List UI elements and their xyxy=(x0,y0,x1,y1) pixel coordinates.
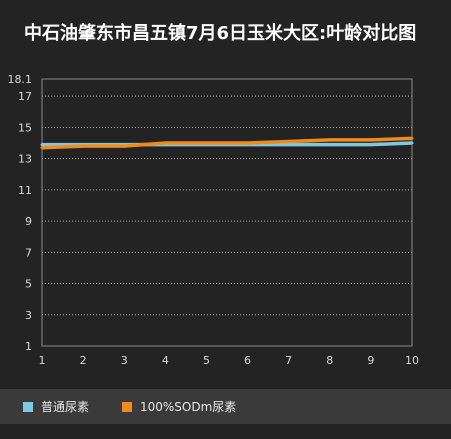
legend-item-series-2[interactable]: 100%SODm尿素 xyxy=(122,389,236,424)
series-2-point[interactable] xyxy=(410,136,414,140)
x-tick-label: 5 xyxy=(203,354,210,367)
x-tick-label: 6 xyxy=(244,354,251,367)
plot-area-border xyxy=(41,78,413,347)
series-2-point[interactable] xyxy=(81,144,85,148)
legend-label-series-1: 普通尿素 xyxy=(41,400,90,414)
series-2-point[interactable] xyxy=(122,144,126,148)
series-1-point[interactable] xyxy=(40,143,44,147)
legend-item-series-1[interactable]: 普通尿素 xyxy=(23,389,89,424)
bottom-strip xyxy=(0,424,451,439)
y-tick-label: 17 xyxy=(18,90,32,103)
y-tick-label: 13 xyxy=(18,153,32,166)
series-1-point[interactable] xyxy=(328,143,332,147)
legend-label-series-2: 100%SODm尿素 xyxy=(140,400,237,414)
y-tick-label: 18.1 xyxy=(8,73,33,86)
x-tick-label: 3 xyxy=(121,354,128,367)
x-tick-label: 10 xyxy=(405,354,419,367)
series-line-2 xyxy=(41,136,413,150)
series-2-point[interactable] xyxy=(369,138,373,142)
y-tick-label: 11 xyxy=(18,184,32,197)
series-2-point[interactable] xyxy=(287,139,291,143)
chart-title: 中石油肇东市昌五镇7月6日玉米大区:叶龄对比图 xyxy=(24,23,417,44)
y-tick-label: 1 xyxy=(25,340,32,353)
y-tick-label: 7 xyxy=(25,246,32,259)
series-2-point[interactable] xyxy=(246,141,250,145)
x-tick-label: 2 xyxy=(80,354,87,367)
series-layer xyxy=(40,136,414,150)
series-2-point[interactable] xyxy=(40,146,44,150)
x-tick-label: 4 xyxy=(162,354,169,367)
x-tick-label: 1 xyxy=(39,354,46,367)
x-tick-label: 9 xyxy=(367,354,374,367)
grid-layer xyxy=(42,95,412,316)
series-2-point[interactable] xyxy=(328,138,332,142)
y-tick-label: 9 xyxy=(25,215,32,228)
series-2-point[interactable] xyxy=(163,141,167,145)
series-1-point[interactable] xyxy=(369,143,373,147)
legend-swatch-series-1 xyxy=(23,401,33,412)
series-1-point[interactable] xyxy=(410,141,414,145)
y-tick-label: 3 xyxy=(25,309,32,322)
legend: 普通尿素 100%SODm尿素 xyxy=(0,389,451,424)
series-2-point[interactable] xyxy=(204,141,208,145)
y-tick-label: 15 xyxy=(18,121,32,134)
x-tick-label: 7 xyxy=(285,354,292,367)
series-1-point[interactable] xyxy=(287,143,291,147)
y-tick-label: 5 xyxy=(25,278,32,291)
x-tick-label: 8 xyxy=(326,354,333,367)
legend-swatch-series-2 xyxy=(122,401,132,412)
